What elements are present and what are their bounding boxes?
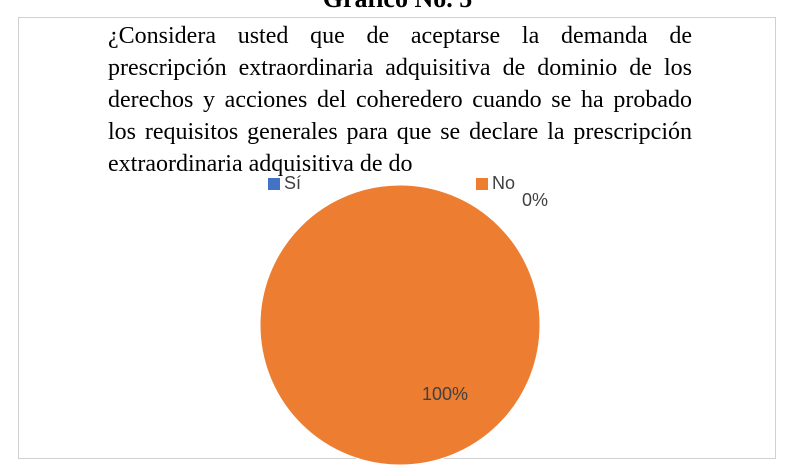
heading: Gráfico No. 5	[0, 0, 795, 14]
legend-label: No	[492, 173, 515, 193]
legend-swatch	[476, 178, 488, 190]
legend-swatch	[268, 178, 280, 190]
chart-title: ¿Considera usted que de aceptarse la dem…	[108, 23, 692, 177]
data-label: 0%	[522, 190, 548, 210]
pie-slice	[259, 184, 541, 466]
data-label: 100%	[422, 384, 468, 404]
legend-label: Sí	[284, 173, 301, 193]
